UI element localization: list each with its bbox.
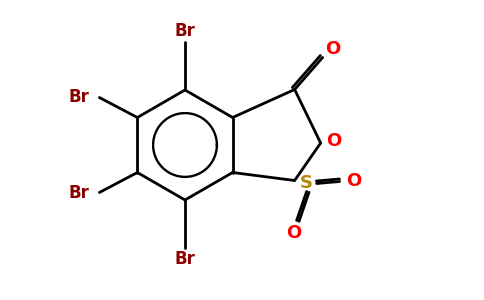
- Text: O: O: [325, 40, 340, 58]
- Text: O: O: [326, 132, 341, 150]
- Text: O: O: [286, 224, 301, 242]
- Text: Br: Br: [175, 250, 196, 268]
- Text: Br: Br: [69, 88, 90, 106]
- Text: S: S: [300, 175, 313, 193]
- Text: O: O: [346, 172, 361, 190]
- Text: Br: Br: [175, 22, 196, 40]
- Text: Br: Br: [69, 184, 90, 202]
